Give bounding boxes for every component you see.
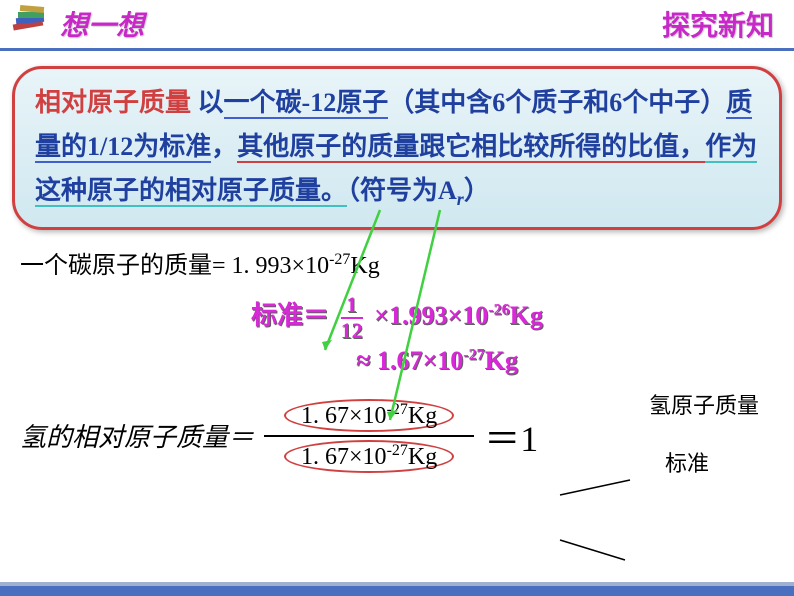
standard-equation: 标准＝ 1 12 ×1.993×10-26Kg [0,293,794,343]
annotation-denominator: 标准 [665,446,709,478]
carbon-mass-line: 一个碳原子的质量= 1. 993×10-27Kg [0,240,794,285]
annotation-numerator: 氢原子质量 [649,388,759,420]
hydrogen-fraction: 1. 67×10-27Kg 1. 67×10-27Kg [264,396,474,476]
hydrogen-result: ＝1 [484,410,538,462]
hydrogen-calculation: 氢的相对原子质量＝ 1. 67×10-27Kg 1. 67×10-27Kg ＝1… [0,396,794,476]
explore-title: 探究新知 [662,4,774,44]
definition-box: 相对原子质量 以一个碳-12原子（其中含6个质子和6个中子）质量的1/12为标准… [12,66,782,230]
think-title: 想一想 [60,4,144,44]
header-divider [0,48,794,51]
standard-approx: ≈ 1.67×10-27Kg [0,346,794,376]
footer-bar [0,586,794,596]
definition-title: 相对原子质量 [35,88,191,117]
hydrogen-label: 氢的相对原子质量＝ [20,417,254,454]
books-icon [8,2,53,42]
